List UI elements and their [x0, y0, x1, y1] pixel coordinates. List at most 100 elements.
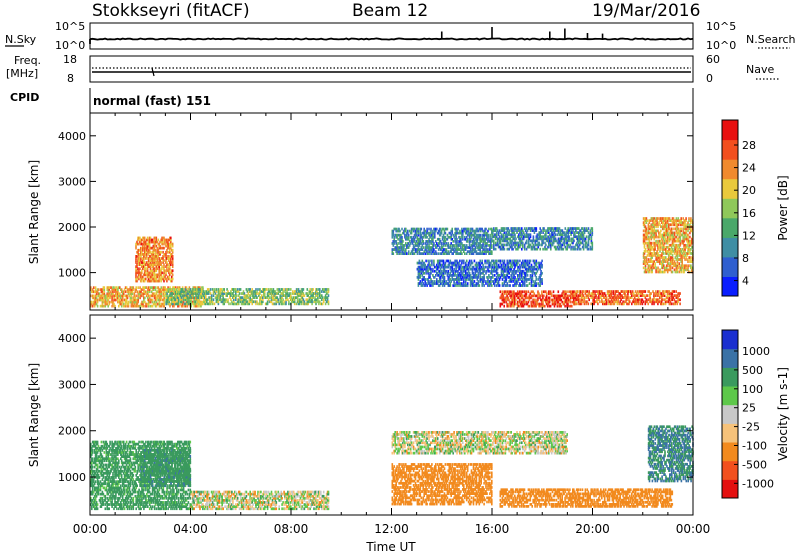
range-cell [486, 250, 488, 253]
range-cell [521, 290, 524, 294]
range-cell [141, 269, 143, 273]
range-cell [253, 290, 255, 293]
range-cell [249, 288, 251, 291]
range-cell [587, 235, 590, 239]
range-cell [664, 260, 666, 263]
range-cell [592, 296, 594, 299]
range-cell [475, 252, 478, 255]
range-cell [201, 292, 203, 296]
range-cell [567, 290, 569, 294]
range-cell [654, 294, 656, 297]
range-cell [143, 265, 145, 268]
range-cell [613, 294, 616, 297]
range-cell [648, 231, 651, 235]
range-cell [243, 294, 246, 297]
range-cell [605, 296, 608, 299]
range-cell [659, 239, 661, 243]
range-cell [644, 302, 647, 306]
range-cell [270, 290, 273, 293]
range-cell [154, 263, 157, 266]
range-cell [252, 300, 254, 304]
range-cell [213, 288, 216, 291]
range-cell [423, 227, 425, 231]
range-cell [156, 290, 159, 294]
range-cell [239, 296, 242, 299]
range-cell [243, 300, 246, 304]
range-cell [446, 252, 449, 255]
range-cell [170, 259, 172, 262]
range-cell [513, 296, 515, 300]
range-cell [90, 286, 92, 289]
range-cell [647, 252, 650, 255]
nsearch-tick-bottom: 10^0 [706, 39, 736, 52]
range-cell [168, 259, 170, 262]
range-cell [427, 248, 429, 251]
range-cell [483, 233, 485, 237]
range-cell [400, 242, 402, 245]
range-cell [159, 296, 162, 300]
range-cell [672, 302, 675, 306]
range-cell [558, 298, 561, 302]
range-cell [539, 235, 541, 239]
range-cell [591, 243, 594, 247]
range-cell [513, 231, 515, 234]
range-cell [593, 300, 595, 304]
range-cell [135, 246, 137, 250]
range-cell [221, 298, 223, 302]
range-cell [650, 268, 653, 272]
range-cell [170, 257, 172, 260]
range-cell [642, 294, 645, 297]
range-cell [281, 302, 283, 306]
range-cell [123, 298, 126, 302]
range-cell [190, 292, 193, 295]
range-cell [145, 242, 148, 246]
range-cell [324, 288, 327, 291]
range-cell [442, 252, 445, 255]
range-cell [409, 235, 412, 239]
range-cell [518, 290, 521, 294]
range-cell [404, 244, 406, 247]
range-cell [177, 304, 180, 308]
range-cell [171, 288, 173, 291]
range-cell [251, 298, 253, 302]
range-cell [658, 233, 660, 237]
range-cell [466, 229, 469, 233]
range-cell [285, 300, 287, 304]
range-cell [401, 227, 403, 231]
range-cell [640, 298, 643, 302]
range-cell [167, 250, 169, 254]
range-cell [584, 292, 587, 295]
range-cell [659, 300, 661, 304]
range-cell [277, 290, 280, 293]
range-cell [147, 244, 150, 248]
range-cell [653, 260, 655, 263]
range-cell [415, 227, 418, 231]
range-cell [163, 286, 165, 289]
range-cell [264, 302, 267, 306]
range-cell [556, 294, 559, 298]
range-cell [603, 302, 606, 306]
range-cell [581, 245, 584, 249]
range-cell [472, 237, 475, 241]
range-cell [92, 300, 95, 304]
range-cell [144, 263, 147, 266]
range-cell [417, 246, 420, 249]
range-cell [550, 237, 552, 241]
range-cell [472, 244, 475, 247]
range-cell [470, 252, 473, 255]
range-cell [171, 269, 174, 273]
range-cell [678, 262, 681, 265]
range-cell [643, 225, 646, 229]
range-cell [583, 302, 586, 306]
range-cell [600, 296, 602, 299]
range-cell [304, 302, 307, 306]
range-cell [430, 231, 432, 235]
range-cell [102, 300, 105, 304]
range-cell [169, 250, 171, 254]
range-cell [625, 300, 627, 304]
range-cell [508, 231, 510, 234]
range-cell [165, 298, 167, 302]
range-cell [533, 227, 536, 230]
range-cell [154, 288, 157, 291]
range-cell [430, 242, 432, 245]
